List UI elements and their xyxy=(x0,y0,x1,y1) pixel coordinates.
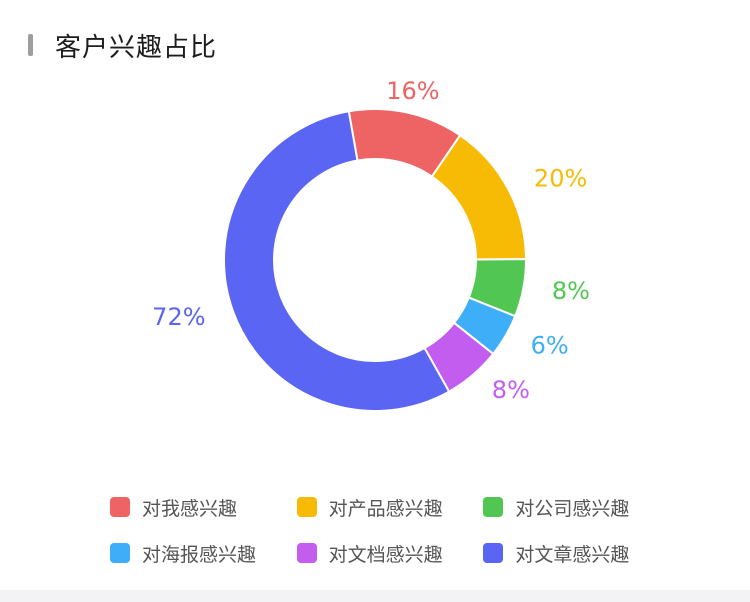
legend-swatch xyxy=(483,497,504,517)
legend-item[interactable]: 对文章感兴趣 xyxy=(483,540,670,567)
legend-swatch xyxy=(483,543,504,563)
legend-swatch xyxy=(296,543,317,563)
slice-label: 8% xyxy=(552,277,590,305)
donut-chart: 16%20%8%6%8%72% xyxy=(152,77,590,412)
slice-label: 16% xyxy=(386,77,439,105)
chart-legend: 对我感兴趣 对产品感兴趣 对公司感兴趣 对海报感兴趣 对文档感兴趣 对文章感兴趣 xyxy=(110,484,670,576)
bottom-strip xyxy=(0,590,750,602)
legend-item[interactable]: 对公司感兴趣 xyxy=(483,494,670,521)
legend-label: 对产品感兴趣 xyxy=(328,497,443,520)
legend-item[interactable]: 对我感兴趣 xyxy=(110,494,297,521)
legend-item[interactable]: 对海报感兴趣 xyxy=(110,540,297,567)
legend-label: 对文章感兴趣 xyxy=(515,543,630,566)
legend-label: 对公司感兴趣 xyxy=(515,497,630,520)
legend-row: 对我感兴趣 对产品感兴趣 对公司感兴趣 xyxy=(110,484,670,530)
legend-label: 对我感兴趣 xyxy=(142,497,238,520)
slice-label: 72% xyxy=(152,303,205,331)
legend-item[interactable]: 对文档感兴趣 xyxy=(296,540,484,567)
legend-item[interactable]: 对产品感兴趣 xyxy=(296,494,484,521)
legend-row: 对海报感兴趣 对文档感兴趣 对文章感兴趣 xyxy=(110,530,670,576)
slice-label: 20% xyxy=(534,164,587,192)
donut-slices xyxy=(223,108,528,412)
donut-slice[interactable] xyxy=(223,110,451,412)
legend-label: 对海报感兴趣 xyxy=(142,543,257,566)
donut-labels: 16%20%8%6%8%72% xyxy=(152,77,590,404)
legend-swatch xyxy=(110,543,130,563)
slice-label: 6% xyxy=(531,331,569,359)
slice-label: 8% xyxy=(492,376,530,404)
chart-header: 客户兴趣占比 xyxy=(28,28,218,63)
legend-label: 对文档感兴趣 xyxy=(328,543,443,566)
title-accent-bar xyxy=(28,34,33,56)
chart-title: 客户兴趣占比 xyxy=(55,32,218,63)
legend-swatch xyxy=(110,497,130,517)
legend-swatch xyxy=(296,497,317,517)
